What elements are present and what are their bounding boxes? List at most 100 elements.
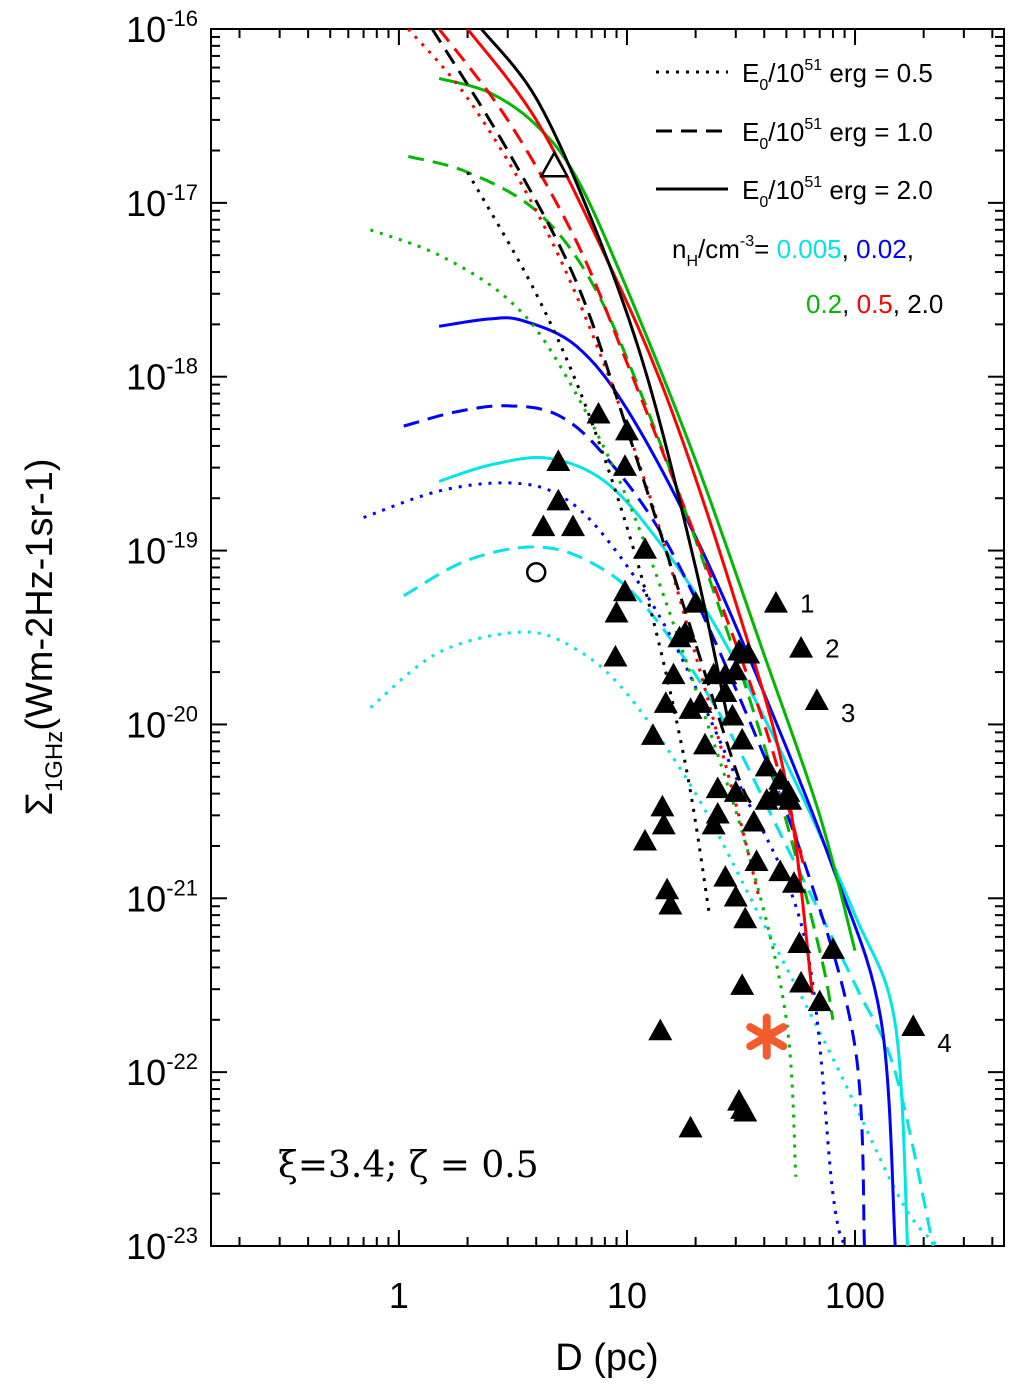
series-curve (466, 171, 711, 916)
remnant-triangle (661, 662, 686, 685)
remnant-triangle (586, 401, 611, 424)
remnant-triangle (730, 973, 755, 995)
remnant-triangle (723, 658, 748, 681)
series-curve (403, 404, 866, 1246)
remnant-triangle (603, 644, 628, 667)
remnant-triangle (820, 937, 845, 959)
remnant-triangle (723, 884, 748, 907)
parameter-annotation: ξ=3.4; ζ = 0.5 (278, 1145, 539, 1186)
y-axis-units: (Wm-2Hz-1sr-1) (19, 458, 61, 730)
series-curve (402, 545, 935, 1246)
remnant-triangle (531, 514, 556, 537)
legend-entry-label: E0/1051 erg = 2.0 (742, 174, 933, 211)
remnant-label: 4 (937, 1028, 951, 1058)
remnant-triangle (741, 809, 766, 832)
remnant-triangle (768, 859, 793, 882)
legend-density-row-1: nH/cm-3= 0.005, 0.02, (672, 233, 914, 270)
series-curve (480, 29, 731, 725)
plot-frame (210, 28, 1005, 1247)
model-curves (363, 29, 939, 1246)
axis-ticks (211, 28, 1004, 1247)
y-tick-label: 10-17 (126, 180, 198, 224)
remnant-triangle (693, 732, 718, 755)
series-curve (437, 29, 806, 869)
series-curve (369, 228, 798, 1177)
remnant-triangle (754, 754, 779, 777)
legend-entry-label: E0/1051 erg = 0.5 (742, 57, 933, 94)
y-tick-label: 10-18 (126, 354, 198, 398)
remnant-triangle (612, 579, 637, 602)
series-curve (363, 481, 847, 1246)
remnant-triangle (781, 871, 806, 893)
y-axis-subscript: 1GHz (41, 731, 68, 792)
remnant-triangle (650, 794, 675, 817)
remnant-triangle (713, 680, 738, 703)
open-triangle-marker (539, 150, 570, 178)
remnant-triangle (612, 454, 637, 476)
legend: E0/1051 erg = 0.5 E0/1051 erg = 1.0 E0/105… (656, 57, 943, 319)
remnant-triangle (633, 828, 658, 851)
remnant-triangle (736, 641, 761, 664)
remnant-triangle (633, 537, 658, 559)
remnant-triangle (546, 449, 571, 471)
x-tick-label: 100 (825, 1275, 885, 1316)
remnant-triangle (778, 788, 803, 810)
y-tick-label: 10-23 (126, 1223, 198, 1267)
remnant-triangle (807, 989, 832, 1012)
remnant-triangle (763, 591, 788, 613)
remnant-triangle (789, 970, 814, 993)
remnant-triangle (733, 906, 758, 929)
series-curve (369, 630, 939, 1246)
series-curve (438, 316, 897, 1246)
remnant-triangle (640, 723, 665, 745)
remnant-triangle (705, 776, 730, 799)
y-tick-label: 10-16 (126, 6, 198, 50)
remnant-triangle (604, 600, 629, 623)
x-tick-label: 10 (607, 1275, 647, 1316)
series-curve (407, 29, 761, 899)
remnant-triangle (546, 488, 571, 511)
remnant-label: 3 (841, 698, 855, 728)
legend-density-row-2: 0.2, 0.5, 2.0 (806, 289, 943, 319)
y-axis-symbol: Σ (19, 792, 61, 816)
y-tick-label: 10-22 (126, 1049, 198, 1093)
remnant-triangle (651, 812, 676, 835)
legend-entry-label: E0/1051 erg = 1.0 (742, 116, 933, 153)
series-curve (438, 456, 910, 1246)
remnant-triangle (744, 849, 769, 872)
remnant-triangle (701, 812, 726, 835)
remnant-triangle (789, 636, 814, 658)
remnant-triangle (713, 865, 738, 887)
remnant-markers: 12 3 4 (525, 150, 952, 1138)
remnant-label: 1 (800, 588, 814, 618)
star-marker (746, 1013, 788, 1060)
remnant-triangle (683, 591, 708, 613)
remnant-triangle (901, 1014, 926, 1036)
y-tick-label: 10-21 (126, 875, 198, 919)
remnant-triangle (723, 780, 748, 802)
y-axis-title: Σ1GHz(Wm-2Hz-1sr-1) (19, 458, 68, 815)
remnant-triangle (653, 691, 678, 713)
remnant-triangle (720, 703, 745, 726)
remnant-triangle (733, 1099, 758, 1122)
remnant-triangle (678, 1115, 703, 1138)
open-circle-marker (525, 562, 547, 583)
remnant-triangle (614, 418, 639, 441)
x-tick-label: 1 (389, 1275, 409, 1316)
remnant-triangle (648, 1018, 673, 1041)
remnant-triangle (678, 697, 703, 719)
remnant-triangle (804, 688, 829, 710)
remnant-label: 2 (825, 633, 839, 663)
y-tick-label: 10-19 (126, 528, 198, 572)
series-curve (438, 76, 857, 951)
remnant-triangle (561, 514, 586, 537)
axis-labels: 1 10 100 10-16 10-17 10-18 10-19 10-20 10-21 10-2… (126, 6, 885, 1316)
remnant-triangle (667, 625, 692, 648)
remnant-triangle (787, 931, 812, 954)
y-tick-label: 10-20 (126, 701, 198, 745)
remnant-triangle (730, 727, 755, 750)
x-axis-title: D (pc) (555, 1337, 658, 1379)
remnant-triangle (658, 892, 683, 915)
remnant-triangle (655, 877, 680, 900)
